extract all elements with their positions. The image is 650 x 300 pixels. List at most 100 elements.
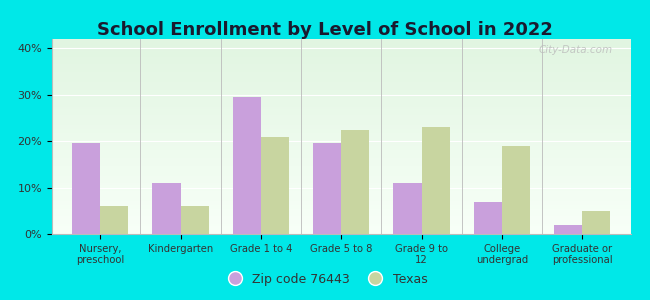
- Bar: [52, 166, 630, 168]
- Bar: [52, 164, 630, 166]
- Bar: [52, 58, 630, 61]
- Bar: [52, 226, 630, 228]
- Bar: [233, 97, 261, 234]
- Bar: [52, 207, 630, 209]
- Bar: [52, 170, 630, 172]
- Bar: [52, 220, 630, 222]
- Bar: [52, 125, 630, 127]
- Bar: [261, 136, 289, 234]
- Bar: [52, 197, 630, 199]
- Bar: [52, 117, 630, 119]
- Bar: [52, 51, 630, 53]
- Bar: [52, 129, 630, 131]
- Bar: [52, 105, 630, 107]
- Bar: [52, 144, 630, 146]
- Bar: [52, 224, 630, 226]
- Bar: [52, 217, 630, 218]
- Bar: [52, 199, 630, 201]
- Bar: [52, 209, 630, 211]
- Bar: [52, 168, 630, 170]
- Bar: [52, 60, 630, 62]
- Bar: [52, 74, 630, 76]
- Bar: [52, 115, 630, 117]
- Bar: [52, 47, 630, 49]
- Bar: [52, 201, 630, 203]
- Bar: [52, 113, 630, 115]
- Bar: [52, 203, 630, 205]
- Bar: [52, 156, 630, 158]
- Bar: [52, 172, 630, 173]
- Bar: [52, 183, 630, 185]
- Bar: [313, 143, 341, 234]
- Bar: [153, 183, 181, 234]
- Bar: [52, 56, 630, 58]
- Bar: [52, 142, 630, 144]
- Bar: [52, 205, 630, 207]
- Bar: [52, 152, 630, 154]
- Bar: [52, 193, 630, 195]
- Bar: [393, 183, 422, 234]
- Bar: [52, 212, 630, 214]
- Bar: [52, 98, 630, 100]
- Bar: [52, 228, 630, 230]
- Bar: [52, 88, 630, 90]
- Bar: [52, 100, 630, 101]
- Bar: [52, 187, 630, 189]
- Bar: [52, 95, 630, 98]
- Bar: [52, 123, 630, 125]
- Bar: [52, 49, 630, 51]
- Bar: [52, 66, 630, 68]
- Bar: [52, 140, 630, 142]
- Bar: [52, 92, 630, 94]
- Bar: [52, 158, 630, 160]
- Bar: [52, 127, 630, 129]
- Bar: [52, 53, 630, 55]
- Bar: [52, 173, 630, 175]
- Bar: [100, 206, 128, 234]
- Bar: [341, 130, 369, 234]
- Bar: [52, 150, 630, 152]
- Bar: [52, 64, 630, 66]
- Bar: [52, 101, 630, 103]
- Bar: [52, 218, 630, 220]
- Bar: [52, 162, 630, 164]
- Bar: [52, 72, 630, 74]
- Bar: [52, 111, 630, 113]
- Bar: [52, 121, 630, 123]
- Bar: [52, 191, 630, 193]
- Text: School Enrollment by Level of School in 2022: School Enrollment by Level of School in …: [97, 21, 553, 39]
- Bar: [52, 230, 630, 232]
- Bar: [52, 68, 630, 70]
- Bar: [52, 134, 630, 136]
- Bar: [52, 45, 630, 47]
- Bar: [52, 133, 630, 134]
- Bar: [52, 181, 630, 183]
- Bar: [52, 78, 630, 80]
- Bar: [52, 179, 630, 181]
- Bar: [52, 177, 630, 179]
- Bar: [554, 225, 582, 234]
- Bar: [52, 148, 630, 150]
- Bar: [52, 176, 630, 178]
- Text: City-Data.com: City-Data.com: [539, 45, 613, 55]
- Bar: [52, 90, 630, 92]
- Bar: [474, 202, 502, 234]
- Bar: [52, 136, 630, 139]
- Bar: [52, 139, 630, 140]
- Bar: [582, 211, 610, 234]
- Bar: [52, 160, 630, 162]
- Bar: [52, 84, 630, 86]
- Bar: [52, 131, 630, 133]
- Bar: [52, 211, 630, 212]
- Bar: [181, 206, 209, 234]
- Bar: [52, 86, 630, 88]
- Bar: [52, 119, 630, 121]
- Bar: [52, 80, 630, 82]
- Bar: [52, 103, 630, 105]
- Bar: [422, 127, 450, 234]
- Bar: [52, 76, 630, 78]
- Bar: [52, 214, 630, 217]
- Bar: [52, 94, 630, 95]
- Bar: [52, 43, 630, 45]
- Bar: [52, 107, 630, 109]
